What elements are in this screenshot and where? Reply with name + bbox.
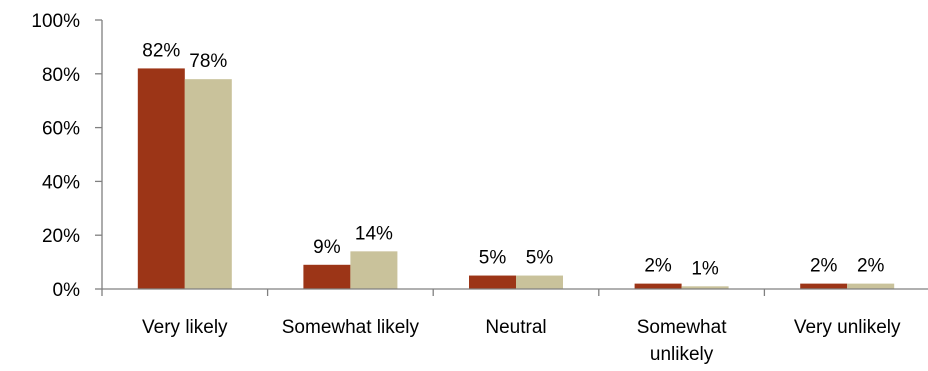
bar xyxy=(350,251,398,289)
y-tick-label: 0% xyxy=(53,280,81,301)
y-tick-label: 60% xyxy=(42,119,80,140)
x-category-label: Somewhat likely xyxy=(282,317,420,338)
bar xyxy=(800,283,848,289)
x-category-label: Very unlikely xyxy=(794,317,901,338)
bar xyxy=(184,79,232,290)
data-label: 2% xyxy=(857,256,885,277)
data-label: 78% xyxy=(189,51,227,72)
y-tick-label: 40% xyxy=(42,172,80,193)
x-category-label: Somewhat unlikely xyxy=(637,317,727,365)
data-labels: 82% 78% 9% 14% 5% 5% 2% 1% 2% 2% xyxy=(142,40,884,279)
bar xyxy=(681,286,729,289)
data-label: 5% xyxy=(479,248,507,269)
y-axis: 0% 20% 40% 60% 80% 100% xyxy=(31,11,103,301)
data-label: 14% xyxy=(355,223,393,244)
bar xyxy=(303,264,351,289)
x-category-label: Very likely xyxy=(142,317,228,338)
y-tick-label: 20% xyxy=(42,226,80,247)
data-label: 9% xyxy=(313,237,341,258)
data-label: 82% xyxy=(142,40,180,61)
data-label: 2% xyxy=(644,256,672,277)
bar xyxy=(469,275,516,289)
y-tick-label: 80% xyxy=(42,65,80,86)
data-label: 2% xyxy=(810,256,838,277)
bar xyxy=(634,283,682,289)
data-label: 1% xyxy=(691,258,719,279)
data-label: 5% xyxy=(526,248,554,269)
x-axis: Very likely Somewhat likely Neutral Somewha… xyxy=(101,288,928,365)
bars xyxy=(137,68,895,290)
bar xyxy=(137,68,185,289)
bar xyxy=(847,283,895,289)
x-category-label: Neutral xyxy=(485,317,546,338)
bar xyxy=(516,275,563,289)
y-tick-label: 100% xyxy=(31,11,80,32)
